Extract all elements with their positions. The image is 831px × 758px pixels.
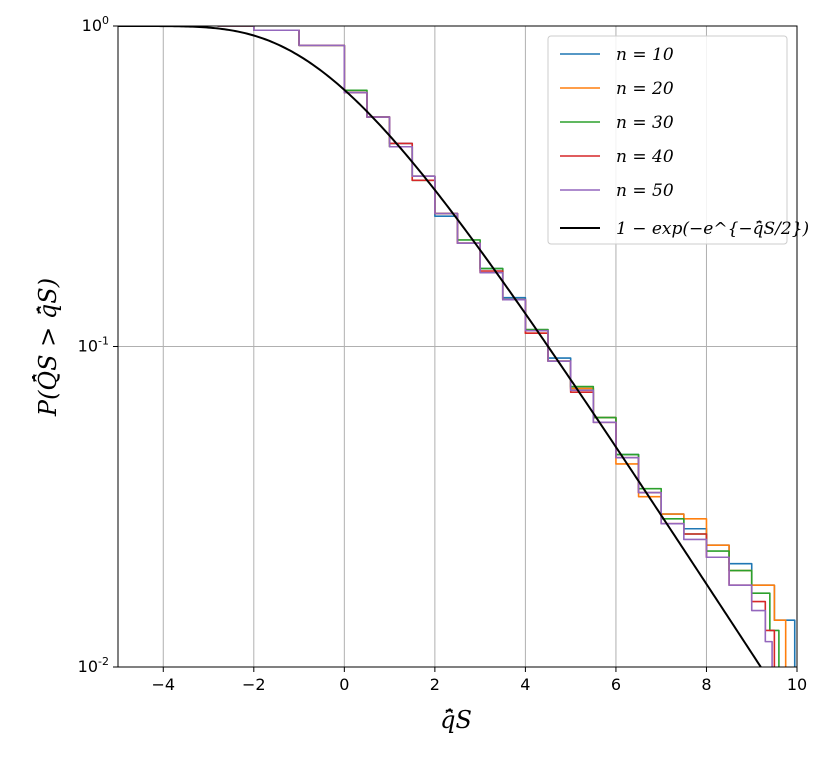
x-axis-title: q̄̂S [440,706,472,734]
x-tick-label: −4 [151,675,175,694]
legend-label: 1 − exp(−e^{−q̄̂S/2}) [616,219,809,239]
series-layer [118,26,796,667]
y-axis-title: P(Q̄̂S > q̄̂S) [32,278,62,417]
y-tick-label: 100 [82,14,109,35]
series-line-4 [217,26,773,667]
x-tick-label: −2 [242,675,266,694]
legend-label: n = 30 [616,113,674,133]
legend: n = 10 n = 20 n = 30 n = 40 n = 50 1 − exp(−e… [547,35,809,245]
legend-label: n = 20 [616,79,674,99]
legend-label: n = 50 [616,181,674,201]
legend-label: n = 10 [616,45,674,65]
legend-label: n = 40 [616,147,674,167]
series-line-5 [118,26,762,667]
y-tick-label: 10-2 [78,655,109,676]
x-tick-label: 10 [787,675,807,694]
x-tick-label: 2 [430,675,440,694]
ticks: −4 −2 0 2 4 6 8 10 10-2 10-1 100 [78,14,808,694]
x-tick-label: 6 [611,675,621,694]
x-tick-label: 4 [520,675,530,694]
x-tick-label: 0 [339,675,349,694]
x-tick-label: 8 [701,675,711,694]
y-tick-label: 10-1 [78,335,109,356]
legend-box [547,35,788,245]
